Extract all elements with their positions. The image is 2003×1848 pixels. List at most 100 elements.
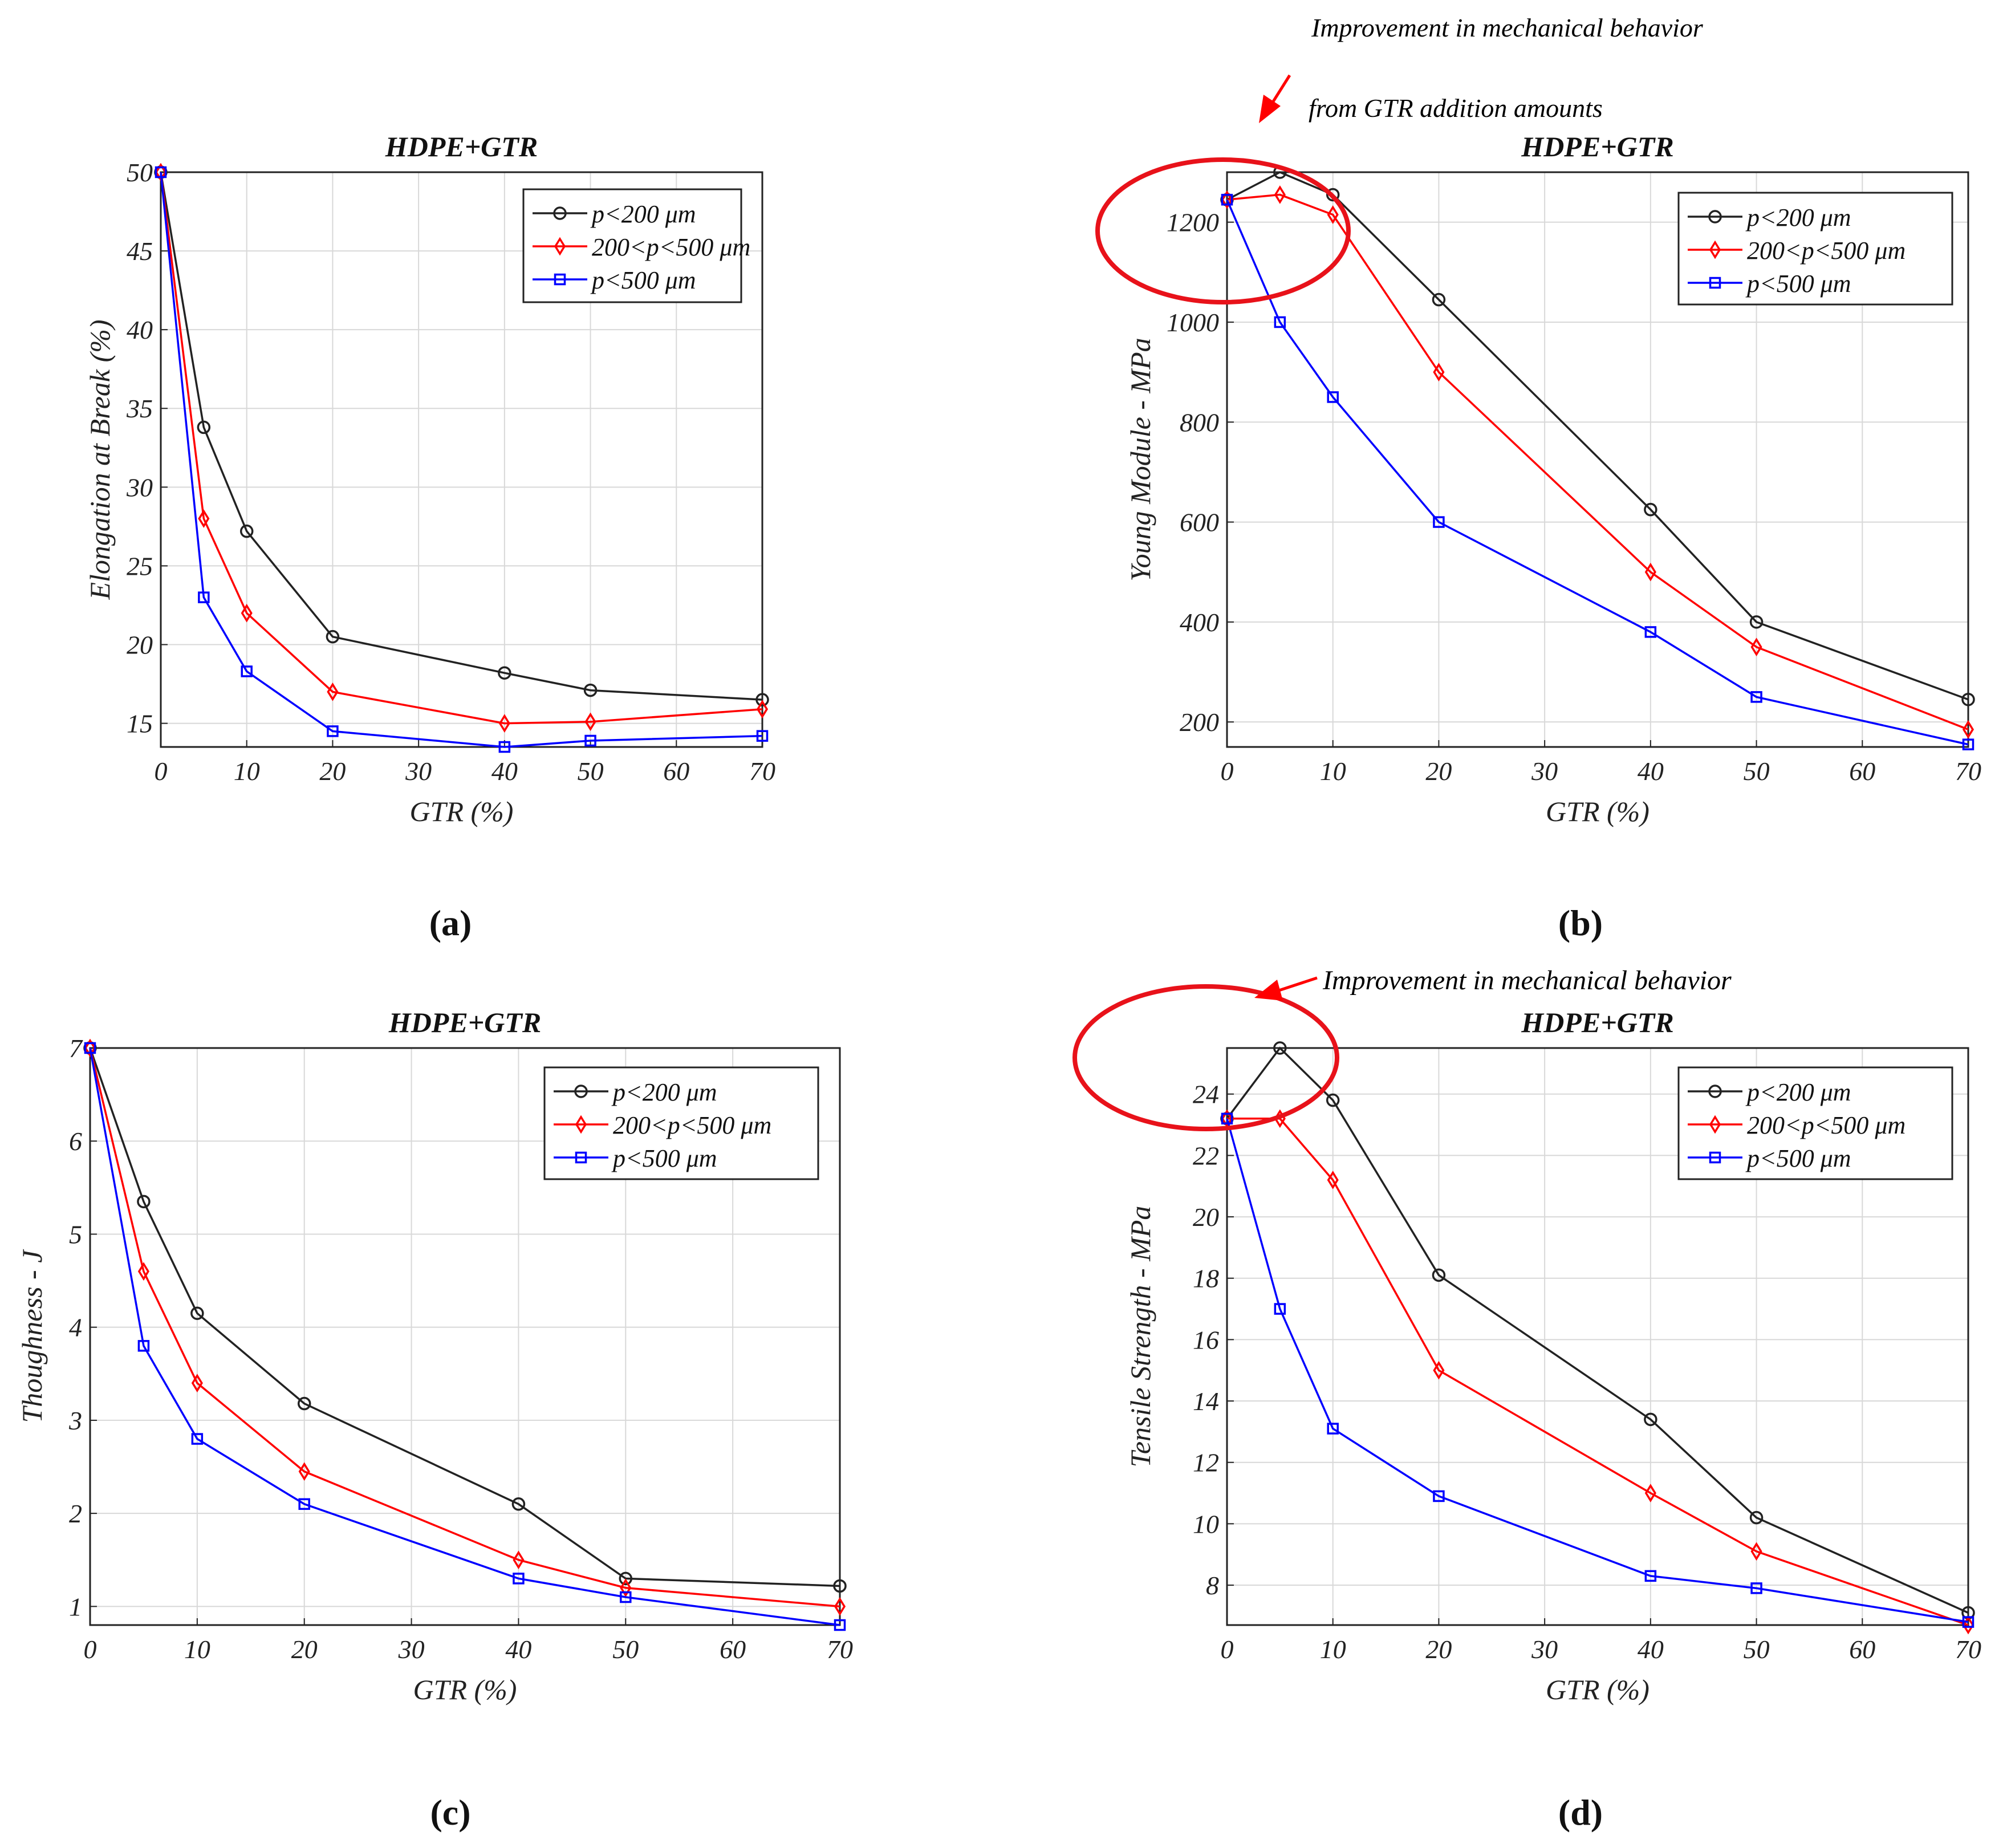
plot-frame [160,171,763,748]
y-tick-label: 200 [1180,708,1219,737]
y-axis-label: Elongation at Break (%) [84,319,116,600]
series-line [160,172,763,701]
data-point [190,1306,204,1320]
legend-label: p<200 μm [1745,204,1851,231]
y-tick-label: 800 [1180,408,1219,437]
data-point [513,1550,525,1570]
data-point [756,700,769,719]
data-point [155,166,167,178]
data-point [1644,1570,1657,1582]
series-line [160,172,763,748]
legend: p<200 μm 200<p<500 μm p<500 μm [1677,1066,1953,1180]
data-point [620,1578,632,1598]
series-1 [155,163,769,733]
x-tick-label: 30 [398,1635,425,1664]
series-2 [1221,193,1974,750]
x-axis-label: GTR (%) [1546,1674,1649,1705]
y-tick-label: 1 [69,1592,82,1621]
series-line [1226,1118,1969,1623]
y-axis-label: Tensile Strength - MPa [1124,1206,1156,1468]
chart-title: HDPE+GTR [1521,131,1673,163]
x-tick-label: 60 [663,757,689,786]
x-tick-label: 40 [505,1635,531,1664]
x-tick-label: 60 [720,1635,746,1664]
y-tick-label: 40 [127,315,153,344]
x-tick-label: 50 [612,1635,639,1664]
y-tick-label: 12 [1193,1448,1219,1477]
x-tick-label: 50 [1744,1635,1770,1664]
legend-box [1677,1066,1953,1180]
x-tick-label: 70 [827,1635,853,1664]
chart-title: HDPE+GTR [385,131,538,163]
series-line [89,1047,840,1608]
y-tick-label: 1200 [1167,208,1219,237]
x-tick-label: 20 [1425,757,1452,786]
x-tick-label: 70 [1955,757,1981,786]
data-point [498,714,510,733]
data-point [1644,626,1657,638]
x-tick-label: 0 [1221,757,1234,786]
data-point [833,1579,847,1593]
chart-title: HDPE+GTR [1521,1006,1673,1038]
data-point [1433,363,1445,381]
data-point [1327,391,1339,403]
legend-box [543,1066,819,1180]
data-point [327,683,339,701]
x-tick-label: 30 [405,757,432,786]
annotation-b-line2: from GTR addition amounts [1309,94,1603,123]
data-point [298,1462,310,1481]
data-point [584,734,596,747]
y-tick-label: 1000 [1167,308,1219,337]
x-tick-label: 10 [184,1635,210,1664]
chart-title: HDPE+GTR [388,1006,541,1038]
data-point [137,1262,149,1281]
x-tick-label: 10 [234,757,260,786]
annotation-d-arrow-head [1254,980,1283,1001]
x-tick-label: 40 [1638,757,1664,786]
x-tick-label: 40 [491,757,518,786]
plot-frame [1226,171,1969,748]
series-1 [1221,185,1974,739]
y-tick-label: 20 [1193,1203,1219,1232]
legend-marker [554,273,566,286]
data-point [1273,1041,1287,1055]
data-point [1750,691,1762,703]
data-point [1326,188,1340,202]
x-tick-label: 50 [1744,757,1770,786]
annotation-b [1095,157,1351,304]
x-tick-label: 20 [1425,1635,1452,1664]
data-point [834,1597,846,1616]
data-point [1433,1360,1445,1380]
legend-marker [574,1085,588,1098]
data-point [1432,293,1446,307]
data-point [1644,1484,1656,1502]
legend-label: p<500 μm [611,1144,717,1172]
data-point [1644,1412,1657,1427]
series-2 [1221,1112,1974,1628]
data-point [326,629,340,644]
legend-label: p<200 μm [590,200,696,228]
data-point [1274,316,1286,328]
data-point [1326,1093,1340,1107]
plot-frame [89,1047,841,1626]
legend-label: p<500 μm [1745,1144,1851,1172]
chart-b: 0 10 20 30 40 50 60 70 200 400 600 800 1000 1200 HDPE+… [1124,131,1981,943]
x-tick-label: 40 [1638,1635,1664,1664]
data-point [1962,1615,1974,1635]
legend-label: p<200 μm [1745,1078,1851,1106]
data-point [755,693,769,706]
data-point [298,1498,310,1510]
data-point [498,666,511,680]
x-tick-label: 0 [155,757,168,786]
x-tick-label: 30 [1531,757,1558,786]
annotation-b-arrow-shaft [1269,74,1291,107]
y-tick-label: 30 [126,473,153,502]
x-tick-label: 50 [578,757,604,786]
y-tick-label: 3 [68,1406,82,1435]
x-tick-label: 70 [749,757,775,786]
data-point [137,1340,150,1352]
x-tick-label: 60 [1849,757,1875,786]
legend-marker [1709,240,1721,259]
data-point [297,1396,311,1411]
